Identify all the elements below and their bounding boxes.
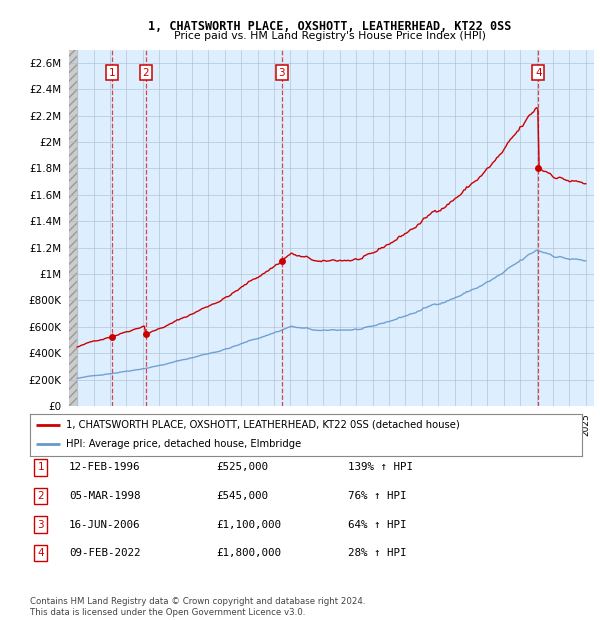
Text: 1, CHATSWORTH PLACE, OXSHOTT, LEATHERHEAD, KT22 0SS: 1, CHATSWORTH PLACE, OXSHOTT, LEATHERHEA… <box>148 20 512 33</box>
Bar <box>69 50 77 406</box>
Text: Contains HM Land Registry data © Crown copyright and database right 2024.
This d: Contains HM Land Registry data © Crown c… <box>30 598 365 617</box>
Text: 3: 3 <box>37 520 44 529</box>
Bar <box>69 50 77 406</box>
Text: 3: 3 <box>278 68 285 78</box>
Text: 4: 4 <box>37 548 44 558</box>
Text: 09-FEB-2022: 09-FEB-2022 <box>69 548 140 558</box>
Text: 1: 1 <box>37 463 44 472</box>
Text: 64% ↑ HPI: 64% ↑ HPI <box>348 520 407 529</box>
Text: 12-FEB-1996: 12-FEB-1996 <box>69 463 140 472</box>
Text: £1,800,000: £1,800,000 <box>216 548 281 558</box>
Text: £525,000: £525,000 <box>216 463 268 472</box>
Text: 2: 2 <box>37 491 44 501</box>
Text: 2: 2 <box>142 68 149 78</box>
Text: 16-JUN-2006: 16-JUN-2006 <box>69 520 140 529</box>
Text: 76% ↑ HPI: 76% ↑ HPI <box>348 491 407 501</box>
Text: 1: 1 <box>109 68 115 78</box>
Text: 4: 4 <box>535 68 542 78</box>
Text: Price paid vs. HM Land Registry's House Price Index (HPI): Price paid vs. HM Land Registry's House … <box>174 31 486 41</box>
Text: £545,000: £545,000 <box>216 491 268 501</box>
Text: 28% ↑ HPI: 28% ↑ HPI <box>348 548 407 558</box>
Text: HPI: Average price, detached house, Elmbridge: HPI: Average price, detached house, Elmb… <box>66 440 301 450</box>
Text: 139% ↑ HPI: 139% ↑ HPI <box>348 463 413 472</box>
Text: 1, CHATSWORTH PLACE, OXSHOTT, LEATHERHEAD, KT22 0SS (detached house): 1, CHATSWORTH PLACE, OXSHOTT, LEATHERHEA… <box>66 420 460 430</box>
Text: 05-MAR-1998: 05-MAR-1998 <box>69 491 140 501</box>
Text: £1,100,000: £1,100,000 <box>216 520 281 529</box>
